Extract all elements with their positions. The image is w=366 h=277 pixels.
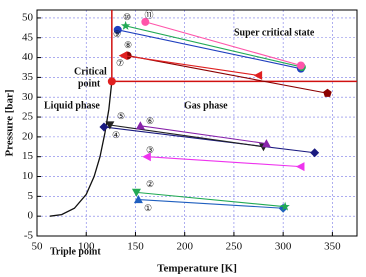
y-tick-label: 40 [22,51,34,63]
series-line [145,21,302,67]
x-tick-label: 250 [226,241,243,253]
series-label: ⑤ [117,111,125,121]
marker [99,122,109,132]
y-axis-title: Pressure [bar] [4,89,16,156]
series-label: ⑥ [146,116,154,126]
annotation: Liquid phase [44,100,100,111]
marker [323,88,332,97]
critical-point [107,77,116,86]
series-label: ① [144,203,152,213]
marker [118,51,128,61]
y-tick-label: 30 [22,91,34,103]
plot-frame [36,9,358,237]
x-tick-label: 100 [78,241,95,253]
annotation: Critical [74,66,107,77]
series-label: ② [146,179,154,189]
series-line [117,29,301,70]
series-label: ⑧ [124,40,132,50]
series-line [136,191,286,208]
series-label: ⑦ [116,58,124,68]
y-tick-label: 50 [22,11,34,23]
annotation: Super critical state [234,27,315,38]
annotation: point [78,78,101,89]
series-line [138,198,284,209]
y-tick-label: 25 [22,111,34,123]
marker [296,61,305,70]
y-tick-label: 0 [28,210,34,222]
series-line [140,125,267,145]
marker [133,195,143,204]
marker [131,188,141,197]
series-line [123,55,259,76]
y-tick-label: 15 [22,150,34,162]
marker [280,201,290,211]
annotation: Gas phase [184,100,228,111]
phase-boundary [49,81,113,217]
x-tick-label: 300 [275,241,292,253]
marker [295,162,305,172]
y-tick-label: 20 [22,130,34,142]
x-tick-label: 200 [176,241,193,253]
x-tick-label: 150 [127,241,144,253]
series-line [109,124,264,148]
annotation: Triple point [50,246,101,257]
series-label: ⑩ [123,12,131,22]
marker [135,121,145,130]
y-tick-label: 5 [28,190,34,202]
y-tick-label: 45 [22,31,34,43]
marker [113,25,122,34]
y-tick-label: 35 [22,71,34,83]
marker [120,20,131,30]
x-tick-label: 50 [32,241,44,253]
marker [261,139,271,148]
series-line [125,25,302,68]
series-label: ③ [146,145,154,155]
y-tick-label: 10 [22,170,34,182]
series-line [147,156,301,168]
x-axis-title: Temperature [K] [157,263,237,275]
series-label: ⑪ [144,10,153,20]
series-line [103,126,315,154]
marker [105,121,115,130]
series-label: ⑨ [113,29,121,39]
series-label: ④ [112,130,120,140]
marker [253,70,263,80]
series-line [127,55,328,94]
marker [142,152,151,162]
marker [141,17,150,26]
y-tick-label: -5 [24,230,34,242]
x-tick-label: 350 [324,241,341,253]
marker [310,148,320,158]
